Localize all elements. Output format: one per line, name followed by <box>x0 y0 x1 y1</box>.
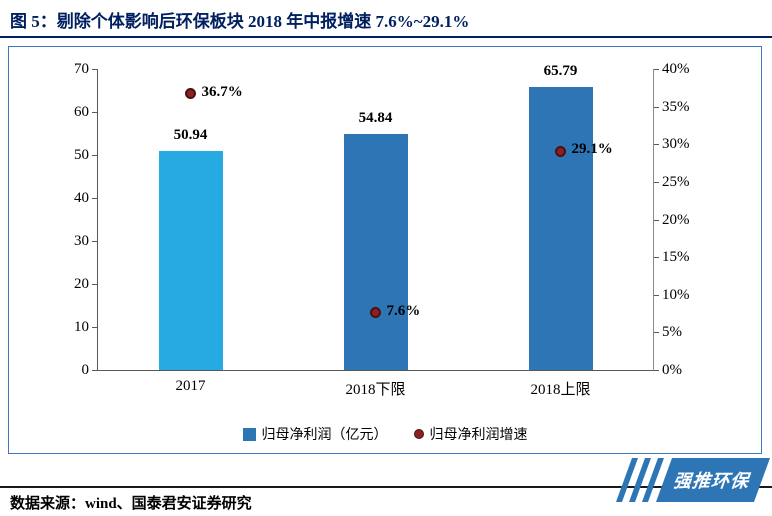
bar-series-swatch-icon <box>242 427 256 441</box>
right-axis-tick-label: 30% <box>662 136 690 153</box>
x-axis-category: 2018下限 <box>345 382 406 398</box>
right-axis-tick-label: 35% <box>662 98 690 115</box>
left-axis-tick <box>92 69 97 70</box>
right-axis-tick-label: 20% <box>662 211 690 228</box>
right-axis-tick-label: 0% <box>662 362 682 378</box>
left-axis-tick-label: 70 <box>74 61 89 77</box>
left-axis-tick <box>92 155 97 156</box>
right-axis-tick <box>654 144 659 146</box>
right-axis-tick <box>654 219 659 221</box>
left-axis-tick-label: 0 <box>81 362 90 378</box>
figure-title: 图 5：剔除个体影响后环保板块 2018 年中报增速 7.6%~29.1% <box>10 12 470 31</box>
legend-label-scatter-series: 归母净利润增速 <box>429 428 528 443</box>
legend: 归母净利润（亿元） 归母净利润增速 <box>9 422 761 446</box>
right-axis-tick <box>654 370 659 371</box>
right-axis-tick <box>654 181 659 183</box>
left-axis-tick-label: 10 <box>74 319 89 335</box>
brand-logo: 强推环保 <box>615 456 771 504</box>
right-axis-tick <box>654 294 659 296</box>
right-axis-tick <box>654 257 659 259</box>
right-axis-tick <box>654 332 659 334</box>
scatter-point-label: 29.1% <box>571 141 613 158</box>
left-axis-tick <box>92 112 97 113</box>
title-divider <box>0 36 772 38</box>
scatter-point-label: 7.6% <box>386 302 421 319</box>
bar-value-label: 54.84 <box>358 110 393 127</box>
legend-item-bar-series: 归母净利润（亿元） <box>242 424 388 444</box>
logo-ribbon: 强推环保 <box>655 458 771 502</box>
chart: 0 10 20 30 40 50 60 70 0% 5% 10% 15% 20% 25% 30% 35% 40%… <box>8 46 762 454</box>
bar <box>343 134 408 370</box>
right-axis-tick-label: 5% <box>662 324 682 341</box>
bar <box>158 150 223 370</box>
left-axis-tick-label: 50 <box>74 147 89 163</box>
scatter-point <box>185 88 196 100</box>
legend-item-scatter-series: 归母净利润增速 <box>413 424 528 444</box>
x-axis-category: 2018上限 <box>530 382 591 398</box>
left-axis-tick-label: 40 <box>74 190 89 206</box>
left-axis-tick <box>92 370 97 371</box>
right-axis-tick <box>654 106 659 108</box>
bar-value-label: 50.94 <box>173 126 208 143</box>
bar <box>528 87 593 370</box>
scatter-series-dot-icon <box>413 429 424 439</box>
right-axis-tick-label: 40% <box>662 61 690 77</box>
right-axis-tick-label: 25% <box>662 173 690 190</box>
left-axis-tick-label: 60 <box>74 104 89 120</box>
left-axis-tick-label: 30 <box>74 233 89 249</box>
x-axis-category: 2017 <box>175 378 206 394</box>
left-axis-tick <box>92 241 97 242</box>
scatter-point <box>370 307 381 319</box>
left-axis-tick <box>92 284 97 285</box>
right-axis-tick-label: 10% <box>662 286 690 303</box>
left-axis-tick-label: 20 <box>74 276 89 292</box>
left-axis-tick <box>92 327 97 328</box>
logo-text: 强推环保 <box>670 471 755 491</box>
bar-value-label: 65.79 <box>543 63 578 80</box>
footer-divider <box>0 486 772 488</box>
right-axis-tick <box>654 69 659 70</box>
right-axis-tick-label: 15% <box>662 249 690 266</box>
data-source: 数据来源：wind、国泰君安证券研究 <box>10 496 252 512</box>
legend-label-bar-series: 归母净利润（亿元） <box>261 428 388 443</box>
scatter-point <box>555 145 566 157</box>
plot-area: 0 10 20 30 40 50 60 70 0% 5% 10% 15% 20% 25% 30% 35% 40%… <box>74 61 690 398</box>
left-axis-tick <box>92 198 97 199</box>
scatter-point-label: 36.7% <box>201 83 243 100</box>
